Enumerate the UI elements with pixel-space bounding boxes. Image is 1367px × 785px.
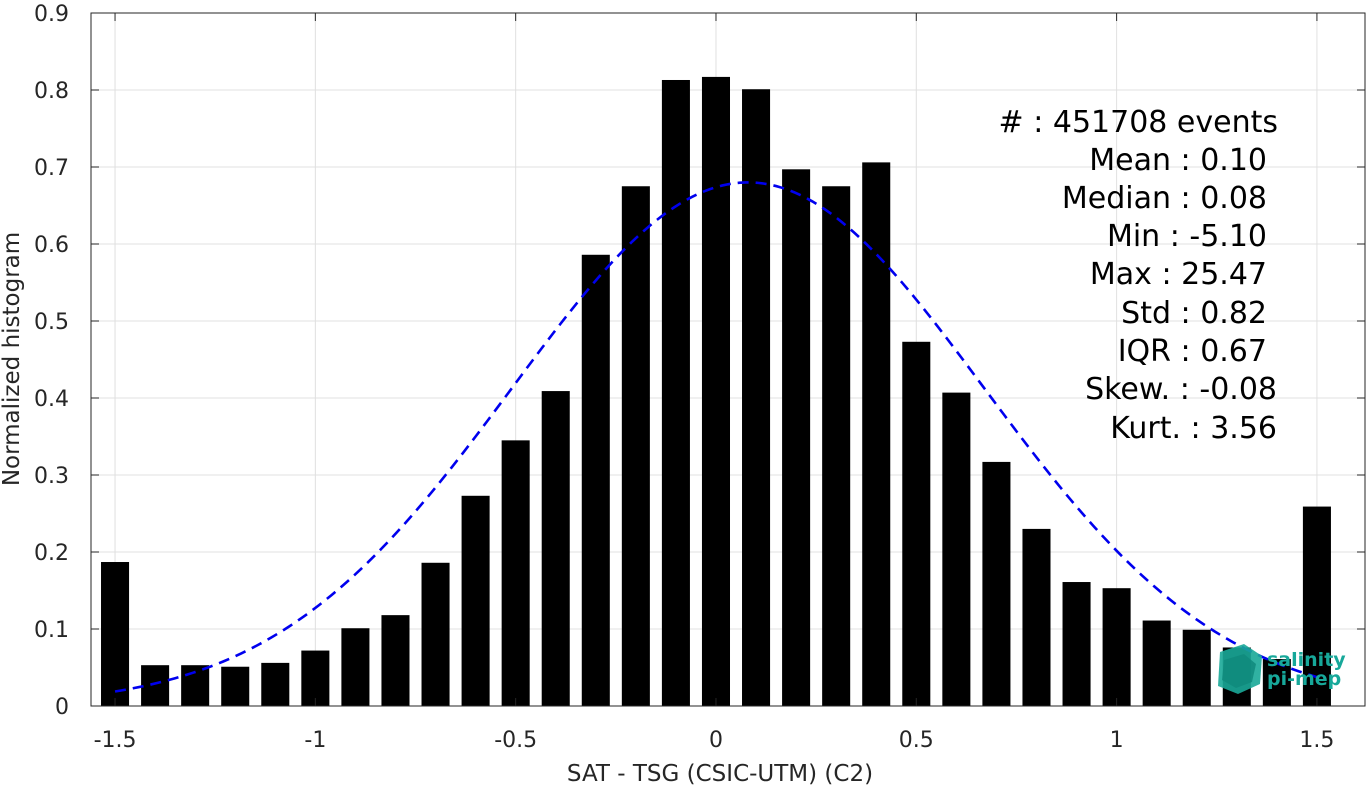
histogram-bar	[1102, 588, 1131, 706]
histogram-bar	[421, 562, 450, 706]
y-tick-label: 0.4	[34, 387, 69, 412]
histogram-bar	[1062, 582, 1091, 706]
stat-iqr: IQR : 0.67	[1118, 334, 1267, 369]
histogram-bar	[1022, 528, 1051, 706]
histogram-bar	[701, 76, 731, 706]
x-tick-label: 1.5	[1299, 728, 1334, 753]
y-tick-label: 0.9	[34, 2, 69, 27]
histogram-bar	[1182, 629, 1211, 706]
histogram-bar	[461, 495, 490, 706]
logo-text-pimep: pi-mep	[1267, 668, 1341, 690]
histogram-bar	[301, 650, 330, 706]
stat-mean: Mean : 0.10	[1089, 143, 1267, 178]
stat-skewness: Skew. : -0.08	[1085, 372, 1277, 407]
stat-kurtosis: Kurt. : 3.56	[1110, 411, 1277, 446]
histogram-bar	[862, 162, 891, 706]
histogram-bar	[501, 440, 530, 706]
histogram-bars	[101, 76, 1331, 707]
axes-box	[90, 12, 1366, 707]
stat-median: Median : 0.08	[1062, 181, 1267, 216]
stat-std: Std : 0.82	[1121, 296, 1267, 331]
x-tick-label: 0	[709, 728, 723, 753]
axis-ticks: -1.5 -1 -0.5 0 0.5 1 1.5 0 0.1 0.2 0.3 0.4 0.5 0.6 0.7…	[34, 2, 1365, 753]
histogram-bar	[101, 562, 130, 706]
y-tick-label: 0.5	[34, 310, 69, 335]
logo-shape-inner	[1222, 654, 1256, 688]
histogram-bar	[621, 186, 650, 706]
x-tick-label: -0.5	[494, 728, 537, 753]
histogram-bar	[341, 628, 370, 706]
fit-curve-line	[114, 181, 1318, 693]
logo-text-salinity: salinity	[1267, 649, 1346, 671]
statistics-annotations: # : 451708 events Mean : 0.10 Median : 0…	[999, 105, 1278, 446]
x-tick-label: 0.5	[899, 728, 934, 753]
y-tick-label: 0.6	[34, 233, 69, 258]
histogram-bar	[742, 89, 771, 707]
histogram-bar	[541, 391, 570, 706]
y-tick-label: 0.7	[34, 156, 69, 181]
histogram-bar	[1262, 659, 1291, 706]
histogram-bar	[261, 662, 290, 706]
histogram-bar	[1142, 620, 1171, 706]
histogram-bar	[381, 615, 410, 706]
x-tick-label: -1	[304, 728, 326, 753]
y-tick-label: 0.2	[34, 541, 69, 566]
histogram-bar	[822, 186, 851, 706]
stat-min: Min : -5.10	[1107, 219, 1267, 254]
histogram-bar	[982, 461, 1011, 706]
histogram-bar	[661, 79, 690, 707]
histogram-bar	[942, 392, 971, 706]
salinity-pimep-logo: salinity pi-mep	[1218, 644, 1346, 694]
x-tick-label: -1.5	[94, 728, 137, 753]
histogram-bar	[1302, 506, 1331, 706]
histogram-bar	[902, 341, 931, 706]
stat-max: Max : 25.47	[1090, 257, 1267, 292]
stat-events: # : 451708 events	[999, 105, 1278, 140]
y-tick-label: 0.1	[34, 618, 69, 643]
y-tick-label: 0.8	[34, 79, 69, 104]
y-tick-label: 0	[55, 695, 69, 720]
histogram-bar	[581, 254, 610, 706]
x-axis-label: SAT - TSG (CSIC-UTM) (C2)	[567, 761, 873, 785]
histogram-bar	[782, 169, 811, 706]
x-tick-label: 1	[1110, 728, 1124, 753]
y-tick-label: 0.3	[34, 464, 69, 489]
y-axis-label: Normalized histogram	[0, 232, 25, 486]
histogram-bar	[141, 665, 170, 706]
histogram-bar	[221, 666, 250, 706]
